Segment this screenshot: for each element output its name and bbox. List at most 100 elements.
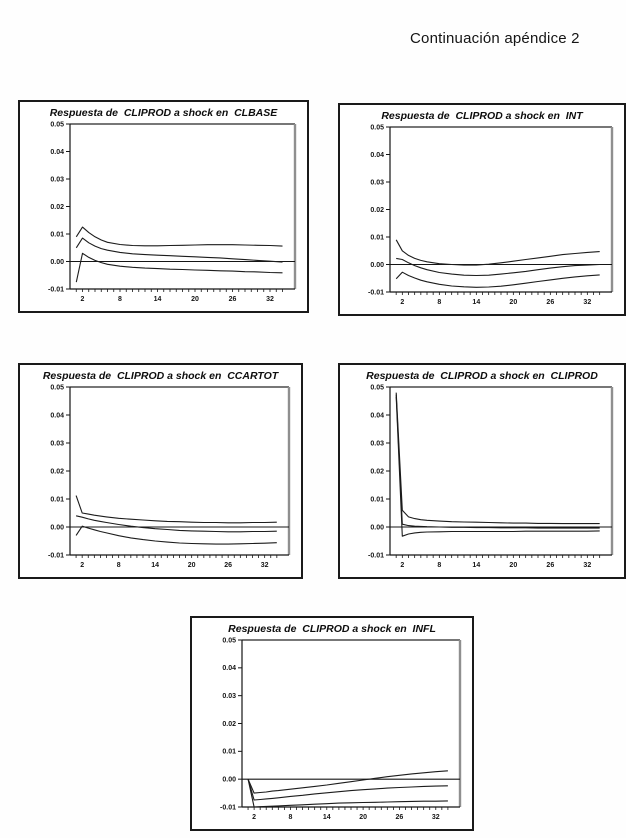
svg-text:0.00: 0.00 bbox=[370, 262, 384, 269]
series-lines bbox=[75, 495, 277, 545]
svg-text:0.03: 0.03 bbox=[222, 693, 236, 700]
svg-text:2: 2 bbox=[80, 562, 84, 569]
svg-text:14: 14 bbox=[472, 562, 480, 569]
svg-text:0.03: 0.03 bbox=[370, 440, 384, 447]
svg-text:0.02: 0.02 bbox=[50, 468, 64, 475]
plot-frame bbox=[389, 386, 614, 556]
svg-text:2: 2 bbox=[400, 562, 404, 569]
series-response bbox=[247, 779, 448, 801]
svg-text:0.05: 0.05 bbox=[370, 124, 384, 131]
series-lines bbox=[75, 226, 283, 283]
svg-text:-0.01: -0.01 bbox=[48, 286, 64, 293]
x-axis: 2 8 14 20 26 32 bbox=[395, 292, 601, 306]
svg-text:0.00: 0.00 bbox=[50, 259, 64, 266]
x-axis: 2 8 14 20 26 32 bbox=[247, 807, 449, 821]
svg-text:26: 26 bbox=[229, 296, 237, 303]
series-lines bbox=[395, 239, 600, 288]
svg-text:0.02: 0.02 bbox=[50, 204, 64, 211]
series-lines bbox=[247, 770, 448, 808]
svg-text:0.05: 0.05 bbox=[50, 121, 64, 128]
svg-text:-0.01: -0.01 bbox=[220, 804, 236, 811]
svg-text:20: 20 bbox=[509, 562, 517, 569]
svg-text:2: 2 bbox=[400, 299, 404, 306]
chart-title-infl: Respuesta de CLIPROD a shock en INFL bbox=[228, 623, 436, 635]
chart-title-int: Respuesta de CLIPROD a shock en INT bbox=[381, 110, 583, 122]
svg-text:14: 14 bbox=[323, 814, 331, 821]
svg-text:8: 8 bbox=[118, 296, 122, 303]
svg-text:8: 8 bbox=[437, 562, 441, 569]
svg-text:0.04: 0.04 bbox=[370, 152, 384, 159]
plot-frame bbox=[69, 123, 297, 290]
svg-text:0.03: 0.03 bbox=[370, 179, 384, 186]
svg-text:14: 14 bbox=[472, 299, 480, 306]
svg-text:32: 32 bbox=[261, 562, 269, 569]
svg-text:20: 20 bbox=[188, 562, 196, 569]
svg-text:0.04: 0.04 bbox=[370, 412, 384, 419]
series-response bbox=[396, 257, 600, 277]
series-upper-band bbox=[75, 495, 277, 524]
svg-text:14: 14 bbox=[151, 562, 159, 569]
impulse-response-chart-int: 0.05 0.04 0.03 0.02 0.01 0.00 -0.01 2 8 14 20 26 32 bbox=[368, 124, 614, 306]
svg-text:8: 8 bbox=[437, 299, 441, 306]
series-response bbox=[395, 394, 600, 529]
series-lower-band bbox=[395, 271, 600, 288]
series-response bbox=[75, 237, 283, 263]
svg-text:0.05: 0.05 bbox=[222, 637, 236, 644]
svg-text:0.01: 0.01 bbox=[50, 231, 64, 238]
y-axis: 0.05 0.04 0.03 0.02 0.01 0.00 -0.01 bbox=[48, 384, 70, 559]
svg-text:0.00: 0.00 bbox=[50, 524, 64, 531]
y-axis: 0.05 0.04 0.03 0.02 0.01 0.00 -0.01 bbox=[220, 637, 242, 811]
svg-text:2: 2 bbox=[81, 296, 85, 303]
series-lower-band bbox=[75, 252, 283, 283]
series-response bbox=[75, 515, 277, 533]
svg-text:0.03: 0.03 bbox=[50, 176, 64, 183]
x-axis: 2 8 14 20 26 32 bbox=[75, 555, 278, 569]
svg-text:26: 26 bbox=[546, 562, 554, 569]
chart-title-cliprod: Respuesta de CLIPROD a shock en CLIPROD bbox=[366, 370, 598, 382]
svg-text:0.05: 0.05 bbox=[370, 384, 384, 391]
x-axis: 2 8 14 20 26 32 bbox=[75, 289, 283, 303]
svg-text:8: 8 bbox=[117, 562, 121, 569]
svg-text:32: 32 bbox=[583, 562, 591, 569]
svg-text:0.04: 0.04 bbox=[50, 149, 64, 156]
svg-text:0.05: 0.05 bbox=[50, 384, 64, 391]
svg-text:-0.01: -0.01 bbox=[368, 552, 384, 559]
svg-text:0.04: 0.04 bbox=[222, 665, 236, 672]
svg-text:26: 26 bbox=[396, 814, 404, 821]
chart-title-ccartot: Respuesta de CLIPROD a shock en CCARTOT bbox=[42, 370, 279, 382]
series-lower-band bbox=[75, 525, 277, 545]
chart-panel-infl: Respuesta de CLIPROD a shock en INFL 0.0… bbox=[190, 616, 474, 831]
y-axis: 0.05 0.04 0.03 0.02 0.01 0.00 -0.01 bbox=[368, 384, 390, 559]
series-lower-band bbox=[395, 396, 600, 537]
svg-text:20: 20 bbox=[359, 814, 367, 821]
series-lines bbox=[395, 392, 600, 537]
impulse-response-chart-cliprod: 0.05 0.04 0.03 0.02 0.01 0.00 -0.01 2 8 14 20 26 32 bbox=[368, 384, 614, 569]
svg-text:8: 8 bbox=[288, 814, 292, 821]
svg-text:2: 2 bbox=[252, 814, 256, 821]
svg-text:0.01: 0.01 bbox=[50, 496, 64, 503]
plot-frame bbox=[69, 386, 291, 556]
svg-text:-0.01: -0.01 bbox=[48, 552, 64, 559]
svg-text:0.00: 0.00 bbox=[222, 777, 236, 784]
svg-text:0.03: 0.03 bbox=[50, 440, 64, 447]
series-upper-band bbox=[75, 226, 283, 247]
svg-text:20: 20 bbox=[509, 299, 517, 306]
svg-text:14: 14 bbox=[154, 296, 162, 303]
svg-text:0.01: 0.01 bbox=[370, 496, 384, 503]
chart-panel-int: Respuesta de CLIPROD a shock en INT 0.05… bbox=[338, 103, 626, 316]
svg-text:0.02: 0.02 bbox=[370, 207, 384, 214]
y-axis: 0.05 0.04 0.03 0.02 0.01 0.00 -0.01 bbox=[48, 121, 70, 293]
impulse-response-chart-ccartot: 0.05 0.04 0.03 0.02 0.01 0.00 -0.01 2 8 14 20 26 32 bbox=[48, 384, 291, 569]
plot-frame bbox=[389, 126, 614, 293]
svg-text:0.02: 0.02 bbox=[222, 721, 236, 728]
series-upper-band bbox=[247, 770, 448, 794]
svg-text:32: 32 bbox=[266, 296, 274, 303]
svg-text:0.01: 0.01 bbox=[222, 749, 236, 756]
series-upper-band bbox=[395, 392, 600, 525]
svg-text:0.02: 0.02 bbox=[370, 468, 384, 475]
svg-text:32: 32 bbox=[432, 814, 440, 821]
chart-title-clbase: Respuesta de CLIPROD a shock en CLBASE bbox=[49, 107, 278, 119]
svg-text:0.01: 0.01 bbox=[370, 234, 384, 241]
svg-text:32: 32 bbox=[583, 299, 591, 306]
